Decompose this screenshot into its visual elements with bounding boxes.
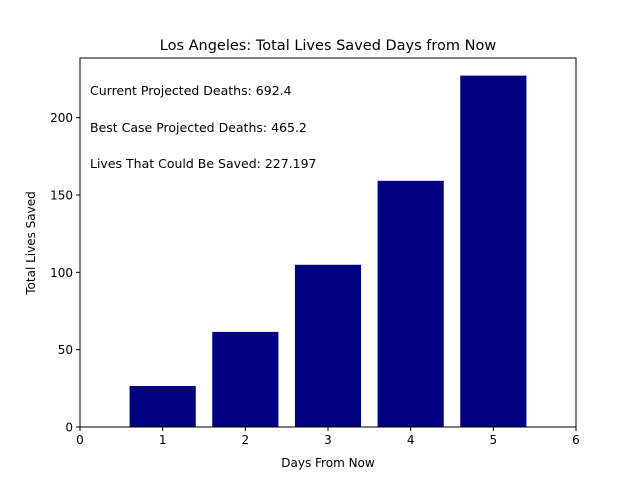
y-tick-label: 50 bbox=[58, 343, 73, 357]
bar-day-5 bbox=[460, 75, 527, 428]
x-axis-label: Days From Now bbox=[281, 456, 375, 470]
bar-day-1 bbox=[129, 386, 196, 427]
bar-day-4 bbox=[377, 180, 444, 427]
x-tick-label: 6 bbox=[572, 433, 580, 447]
y-tick-label: 150 bbox=[50, 189, 73, 203]
annotation-current-deaths: Current Projected Deaths: 692.4 bbox=[90, 83, 292, 98]
x-tick-label: 3 bbox=[324, 433, 332, 447]
chart-title: Los Angeles: Total Lives Saved Days from… bbox=[160, 38, 497, 54]
bar-day-3 bbox=[294, 264, 362, 427]
x-tick-label: 0 bbox=[76, 433, 84, 447]
x-tick-label: 5 bbox=[490, 433, 498, 447]
x-tick-label: 1 bbox=[159, 433, 167, 447]
bar-day-2 bbox=[212, 331, 279, 427]
y-tick-label: 0 bbox=[65, 421, 73, 435]
y-axis-label: Total Lives Saved bbox=[24, 191, 38, 295]
annotation-lives-saved: Lives That Could Be Saved: 227.197 bbox=[90, 156, 317, 171]
x-tick-label: 4 bbox=[407, 433, 415, 447]
y-tick-label: 100 bbox=[50, 266, 73, 280]
x-tick-label: 2 bbox=[242, 433, 250, 447]
annotation-best-case-deaths: Best Case Projected Deaths: 465.2 bbox=[90, 120, 307, 135]
y-tick-label: 200 bbox=[50, 111, 73, 125]
